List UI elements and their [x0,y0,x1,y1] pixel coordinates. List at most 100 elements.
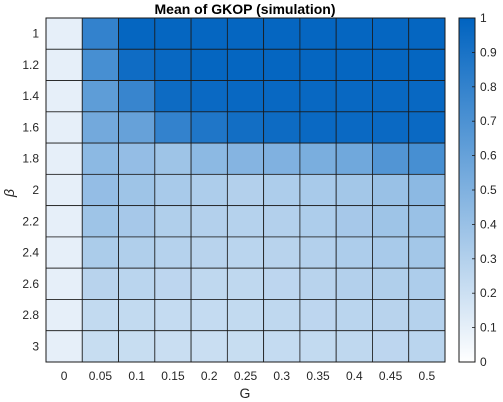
heatmap-cell [372,48,410,81]
y-tick-label: 2.2 [22,214,39,228]
y-tick-label: 1.2 [22,58,39,72]
heatmap-cell [226,80,265,113]
heatmap-cell [45,48,83,81]
heatmap-cell [408,205,446,238]
x-tick-labels: 0 0.05 0.1 0.15 0.2 0.25 0.3 0.35 0.4 0.45 0.5 [61,369,436,383]
heatmap-cell [335,236,373,269]
heatmap-cell [118,48,156,81]
heatmap-cell [299,80,337,113]
x-axis-label: G [240,385,251,401]
heatmap-cell [190,267,228,300]
colorbar-tick-label: 0.5 [480,183,497,197]
colorbar-tick-label: 0.7 [480,114,497,128]
heatmap-cell [226,236,265,269]
heatmap-cell [154,299,192,332]
x-tick-label: 0.4 [346,369,363,383]
heatmap-cell [190,330,228,363]
heatmap-cell [408,236,446,269]
heatmap-cell [81,142,119,175]
heatmap-cell [81,17,119,50]
plot-frame [45,17,446,363]
heatmap-cell [335,17,373,50]
heatmap-cell [81,236,119,269]
x-tick-label: 0.25 [234,369,258,383]
heatmap-cell [154,205,192,238]
heatmap-cell [118,173,156,207]
colorbar: 0 0.1 0.2 0.3 0.4 0.5 0.6 0.7 0.8 0.9 1 [458,11,497,369]
heatmap-cell [299,205,337,238]
heatmap-cell [81,173,119,207]
heatmap-cell [190,17,228,50]
x-tick-label: 0.5 [419,369,436,383]
heatmap-cell [190,48,228,81]
colorbar-tick-label: 0.2 [480,286,497,300]
heatmap-cell [226,111,265,144]
heatmap-cell [118,142,156,175]
heatmap-cell [190,142,228,175]
y-tick-label: 1.4 [22,89,39,103]
y-tick-label: 1 [32,27,39,41]
heatmap-cell [372,173,410,207]
heatmap-cell [81,205,119,238]
heatmap-cell [408,267,446,300]
heatmap-cells [45,17,446,363]
y-tick-label: 3 [32,339,39,353]
heatmap-cell [154,111,192,144]
heatmap-cell [226,267,265,300]
heatmap-cell [81,267,119,300]
heatmap-cell [263,48,301,81]
y-tick-label: 2.4 [22,246,39,260]
heatmap-cell [190,173,228,207]
heatmap-cell [154,236,192,269]
heatmap-cell [154,142,192,175]
heatmap-cell [299,142,337,175]
heatmap-cell [408,173,446,207]
heatmap-cell [299,330,337,363]
heatmap-cell [372,111,410,144]
heatmap-cell [372,80,410,113]
x-tick-label: 0.35 [306,369,330,383]
heatmap-cell [45,17,83,50]
heatmap-cell [226,17,265,50]
chart-title: Mean of GKOP (simulation) [155,1,336,17]
heatmap-cell [263,236,301,269]
heatmap-cell [408,80,446,113]
y-tick-label: 2 [32,183,39,197]
colorbar-tick-label: 0.8 [480,80,497,94]
heatmap-cell [372,17,410,50]
heatmap-cell [263,299,301,332]
heatmap-cell [118,111,156,144]
heatmap-cell [154,173,192,207]
heatmap-cell [408,299,446,332]
heatmap-cell [45,299,83,332]
heatmap-cell [226,142,265,175]
heatmap-cell [299,267,337,300]
heatmap-cell [81,80,119,113]
heatmap-cell [263,330,301,363]
heatmap-cell [263,17,301,50]
heatmap-cell [154,330,192,363]
heatmap-cell [45,173,83,207]
heatmap-cell [335,142,373,175]
heatmap-cell [372,205,410,238]
heatmap-cell [226,299,265,332]
x-tick-label: 0.2 [201,369,218,383]
heatmap-cell [372,267,410,300]
heatmap-cell [226,330,265,363]
heatmap-cell [118,330,156,363]
heatmap-cell [408,330,446,363]
heatmap-cell [299,48,337,81]
heatmap-cell [372,142,410,175]
heatmap-cell [81,299,119,332]
heatmap-cell [45,267,83,300]
heatmap-cell [335,48,373,81]
heatmap-cell [299,236,337,269]
heatmap-cell [335,330,373,363]
heatmap-cell [335,111,373,144]
heatmap-cell [154,80,192,113]
heatmap-cell [408,142,446,175]
heatmap-cell [263,111,301,144]
heatmap-cell [81,111,119,144]
heatmap-cell [190,111,228,144]
heatmap-cell [299,17,337,50]
